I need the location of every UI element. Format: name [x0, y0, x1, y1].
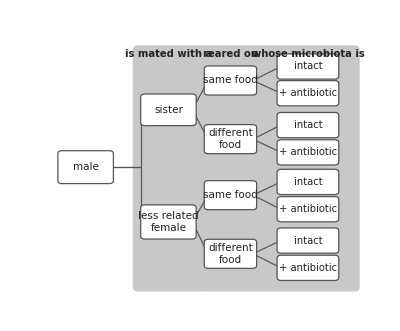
FancyBboxPatch shape	[277, 113, 339, 138]
FancyBboxPatch shape	[277, 255, 339, 280]
FancyBboxPatch shape	[58, 151, 113, 184]
Text: intact: intact	[294, 120, 322, 130]
Text: + antibiotic: + antibiotic	[279, 263, 337, 273]
Text: + antibiotic: + antibiotic	[279, 204, 337, 214]
FancyBboxPatch shape	[204, 66, 257, 95]
FancyBboxPatch shape	[204, 181, 257, 210]
Text: same food: same food	[203, 190, 258, 200]
FancyBboxPatch shape	[141, 205, 196, 239]
FancyBboxPatch shape	[204, 124, 257, 154]
Text: same food: same food	[203, 75, 258, 85]
FancyBboxPatch shape	[256, 45, 360, 292]
FancyBboxPatch shape	[204, 239, 257, 268]
FancyBboxPatch shape	[277, 81, 339, 106]
Text: different
food: different food	[208, 243, 253, 265]
FancyBboxPatch shape	[277, 54, 339, 79]
FancyBboxPatch shape	[198, 45, 263, 292]
Text: whose microbiota is: whose microbiota is	[252, 49, 364, 59]
FancyBboxPatch shape	[277, 228, 339, 253]
FancyBboxPatch shape	[277, 197, 339, 222]
FancyBboxPatch shape	[277, 169, 339, 195]
Text: sister: sister	[154, 105, 183, 115]
Text: intact: intact	[294, 62, 322, 71]
Text: + antibiotic: + antibiotic	[279, 147, 337, 157]
Text: intact: intact	[294, 236, 322, 246]
FancyBboxPatch shape	[141, 94, 196, 125]
Text: less related
female: less related female	[138, 211, 199, 233]
FancyBboxPatch shape	[133, 45, 204, 292]
Text: male: male	[73, 162, 98, 172]
Text: reared on: reared on	[203, 49, 258, 59]
FancyBboxPatch shape	[277, 140, 339, 165]
Text: intact: intact	[294, 177, 322, 187]
Text: + antibiotic: + antibiotic	[279, 88, 337, 98]
Text: different
food: different food	[208, 128, 253, 150]
Text: is mated with a: is mated with a	[125, 49, 212, 59]
